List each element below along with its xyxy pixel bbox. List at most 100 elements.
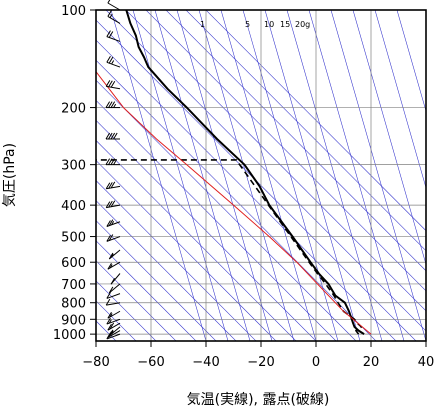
wind-barb [106, 234, 121, 242]
mixing-ratio-label: 15 [280, 20, 290, 29]
y-tick-label: 600 [61, 256, 86, 271]
wind-barb [106, 219, 121, 227]
wind-barb-staff [106, 85, 121, 90]
dry-adiabat-line [96, 200, 237, 341]
wind-barb-flag [108, 182, 113, 189]
wind-barb [105, 80, 121, 90]
wind-barb [107, 310, 121, 319]
wind-barb [108, 326, 121, 337]
wind-barb-flag [110, 181, 116, 189]
x-tick-label: −20 [247, 355, 274, 370]
wind-barb-staff [108, 326, 121, 337]
dry-adiabat-line [145, 10, 426, 292]
wind-barb-staff [107, 261, 121, 270]
x-tick-label: 0 [312, 355, 320, 370]
wind-barb [110, 273, 121, 285]
mixing-ratio-line [220, 10, 317, 341]
wind-barb-flag [108, 132, 113, 140]
wind-barb [107, 322, 121, 331]
wind-barb [108, 283, 121, 294]
mixing-ratio-line [374, 10, 426, 189]
wind-barb [106, 292, 121, 299]
wind-barb-flag [108, 101, 113, 108]
wind-barb-flag [105, 158, 111, 165]
wind-barb-flag [108, 219, 114, 226]
sounding-series [96, 10, 372, 335]
wind-barb-staff [107, 15, 121, 24]
mixing-ratio-labels: 1 5 10 15 20g [200, 20, 310, 29]
mixing-ratio-line [264, 10, 361, 341]
wind-barb-staff [107, 2, 121, 11]
x-axis-title: 気温(実線), 露点(破線) [187, 392, 330, 408]
wind-barb-flag [108, 31, 114, 38]
wind-barb-flag [105, 298, 111, 306]
wind-barb-flag [108, 329, 114, 337]
wind-barb-staff [106, 221, 121, 227]
wind-barb-flag [105, 182, 111, 190]
wind-barb-flag [108, 252, 114, 260]
wind-barb [105, 101, 120, 109]
wind-barb-staff [107, 322, 121, 331]
wind-barb-flag [110, 200, 116, 207]
dry-adiabat-line [96, 180, 257, 341]
wind-barb-flag [113, 160, 117, 165]
wind-barb [106, 317, 121, 325]
wind-barb-flag [110, 132, 116, 140]
wind-barb-flag [105, 132, 111, 140]
mixing-ratio-line [330, 10, 426, 341]
wind-barb [105, 181, 121, 190]
wind-barb-staff [106, 293, 121, 299]
wind-barb-flag [106, 56, 111, 63]
mixing-ratio-label: 20g [295, 20, 310, 29]
wind-barb-flag [106, 292, 111, 299]
wind-barb [108, 249, 121, 260]
wind-barb-staff [107, 330, 121, 339]
wind-barb-flag [106, 220, 111, 227]
wind-barb-flag [105, 101, 111, 108]
mixing-ratio-label: 10 [264, 20, 274, 29]
reference-line [96, 71, 372, 335]
wind-barb-flag [110, 158, 116, 165]
wind-barb-flag [108, 80, 113, 88]
wind-barb-flag [110, 330, 114, 335]
mixing-ratio-line [396, 10, 426, 113]
wind-barb-staff [107, 310, 121, 319]
wind-barb-flag [109, 264, 113, 269]
x-tick-labels: −80 −60 −40 −20 0 20 40 [82, 355, 434, 370]
y-tick-label: 700 [61, 278, 86, 293]
dewpoint-line [96, 159, 363, 335]
wind-barb-staff [106, 318, 121, 325]
wind-barb [107, 10, 121, 24]
temperature-line [125, 10, 365, 335]
wind-barb-flag [106, 317, 111, 325]
wind-barb [106, 56, 121, 68]
x-tick-label: 40 [418, 355, 435, 370]
wind-barb-staff [106, 204, 121, 209]
x-tick-label: 20 [363, 355, 380, 370]
adiabat-lines [96, 10, 426, 341]
wind-barb-flag [108, 319, 112, 324]
mixing-ratio-line [286, 10, 383, 341]
dry-adiabat-line [96, 160, 277, 341]
wind-barb-flag [106, 235, 111, 242]
y-tick-label: 400 [61, 199, 86, 214]
dry-adiabat-line [185, 10, 426, 252]
mixing-ratio-line [110, 10, 207, 341]
dry-adiabat-line [96, 240, 197, 341]
mixing-ratio-line [176, 10, 273, 341]
wind-barb [107, 0, 121, 11]
dry-adiabat-line [96, 260, 177, 341]
y-tick-label: 300 [61, 159, 86, 174]
wind-barb-flag [108, 56, 114, 64]
wind-barb-flag [113, 103, 117, 108]
wind-barb-flag [107, 311, 112, 319]
y-tick-label: 500 [61, 231, 86, 246]
y-tick-label: 200 [61, 102, 86, 117]
mixing-ratio-label: 1 [200, 20, 205, 29]
mixing-ratio-line [132, 10, 229, 341]
dry-adiabat-line [205, 10, 426, 232]
wind-barb-staff [106, 333, 121, 340]
wind-barb-flag [111, 221, 115, 226]
mixing-ratio-line [242, 10, 339, 341]
